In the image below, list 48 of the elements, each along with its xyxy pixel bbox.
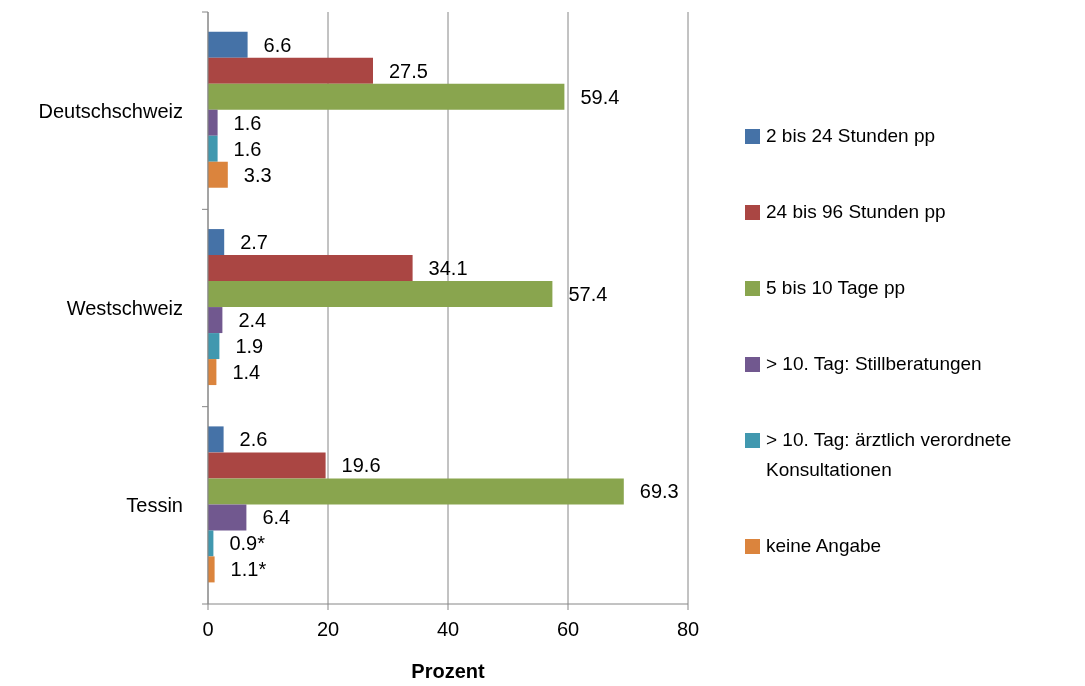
data-label: 6.4 xyxy=(262,506,291,529)
legend-label: keine Angabe xyxy=(766,534,882,558)
data-label: 1.6 xyxy=(233,137,262,160)
x-axis-title: Prozent xyxy=(411,660,486,682)
data-label: 1.9 xyxy=(235,335,264,358)
legend-label: 5 bis 10 Tage pp xyxy=(766,276,906,300)
bar xyxy=(208,426,224,453)
data-label: 1.4 xyxy=(232,361,261,384)
data-label: 69.3 xyxy=(639,480,679,503)
data-label: 6.6 xyxy=(263,33,292,56)
y-tick-label: Westschweiz xyxy=(66,297,183,319)
bar xyxy=(208,229,225,256)
bar xyxy=(208,478,624,505)
bar xyxy=(208,57,373,84)
x-tick-label: 40 xyxy=(436,618,460,641)
data-label: 2.6 xyxy=(239,428,268,451)
bar xyxy=(208,109,218,136)
legend-label: 2 bis 24 Stunden pp xyxy=(766,124,936,148)
data-label: 19.6 xyxy=(341,454,381,477)
x-tick-label: 0 xyxy=(202,618,214,641)
data-label: 59.4 xyxy=(580,85,620,108)
legend-label: > 10. Tag: ärztlich verordnete Konsultationen xyxy=(766,428,1013,482)
data-label: 2.4 xyxy=(238,309,267,332)
y-tick-label: Tessin xyxy=(126,494,183,517)
bar xyxy=(208,161,228,188)
data-label: 34.1 xyxy=(428,257,468,280)
bar xyxy=(208,452,326,479)
legend-label: 24 bis 96 Stunden pp xyxy=(766,200,946,224)
bar xyxy=(208,556,215,583)
bar xyxy=(208,281,553,308)
x-tick-label: 60 xyxy=(556,618,580,641)
data-label: 27.5 xyxy=(389,59,428,82)
data-label: 1.1* xyxy=(230,558,267,581)
bar xyxy=(208,135,218,162)
x-tick-label: 80 xyxy=(676,618,700,641)
y-tick-label: Deutschschweiz xyxy=(38,99,183,122)
data-label: 1.6 xyxy=(233,111,262,134)
bar xyxy=(208,83,565,110)
data-label: 57.4 xyxy=(568,283,608,306)
legend-label: > 10. Tag: Stillberatungen xyxy=(766,352,982,376)
data-label: 2.7 xyxy=(240,231,269,254)
bar xyxy=(208,255,413,282)
x-tick-label: 20 xyxy=(316,618,340,641)
data-label: 3.3 xyxy=(243,163,272,186)
bar xyxy=(208,504,247,531)
bar xyxy=(208,31,248,58)
data-label: 0.9* xyxy=(229,532,266,555)
bar xyxy=(208,307,223,334)
